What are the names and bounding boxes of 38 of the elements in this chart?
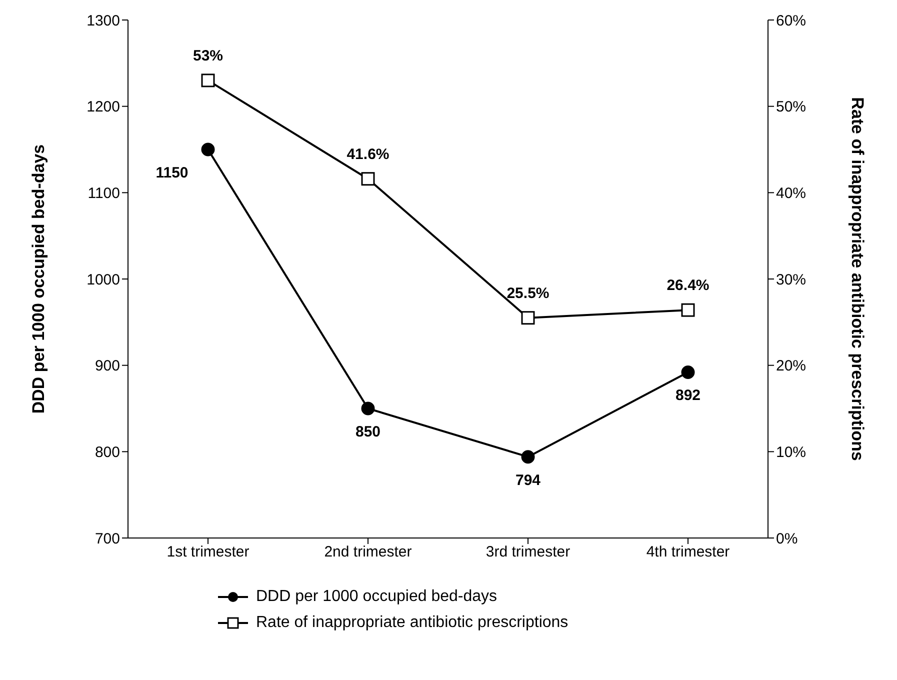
point [201, 74, 215, 88]
data-label: 892 [675, 387, 701, 404]
data-label: 25.5% [506, 284, 550, 302]
y2-tick-label: 40% [776, 184, 806, 202]
data-label: 41.6% [346, 146, 390, 163]
point [681, 303, 695, 317]
point [521, 311, 535, 325]
data-label: 850 [355, 424, 381, 440]
point [521, 450, 535, 464]
y2-tick-label: 50% [776, 98, 806, 116]
y-tick-label: 1000 [86, 271, 120, 288]
point [201, 142, 215, 156]
x-tick-label: 4th trimester [646, 544, 730, 561]
data-label: 53% [192, 47, 224, 64]
y2-axis-title: Rate of inappropriate antibiotic prescriptions [848, 97, 867, 461]
y2-tick-label: 30% [776, 271, 806, 288]
y-tick-label: 1200 [86, 98, 120, 116]
point [361, 172, 375, 186]
x-tick-label: 2nd trimester [324, 544, 412, 561]
y-tick-label: 1100 [88, 184, 120, 202]
point [681, 365, 695, 379]
data-label: 794 [515, 472, 542, 489]
y-tick-label: 700 [94, 530, 120, 548]
data-label: 1150 [156, 164, 188, 182]
y-tick-label: 1300 [86, 12, 120, 30]
y2-tick-label: 10% [776, 444, 806, 461]
y-tick-label: 800 [94, 444, 120, 461]
y-axis-title: DDD per 1000 occupied bed-days [29, 144, 48, 414]
data-label: 26.4% [666, 277, 710, 294]
point [361, 402, 375, 416]
y2-tick-label: 60% [776, 12, 806, 30]
legend-label: Rate of inappropriate antibiotic prescriptions [256, 614, 568, 632]
x-tick-label: 1st trimester [166, 544, 250, 561]
y-tick-label: 900 [94, 358, 120, 375]
y2-tick-label: 0% [776, 530, 798, 548]
y2-tick-label: 20% [776, 358, 806, 375]
legend-label: DDD per 1000 occupied bed-days [256, 588, 498, 606]
x-tick-label: 3rd trimester [486, 544, 570, 561]
